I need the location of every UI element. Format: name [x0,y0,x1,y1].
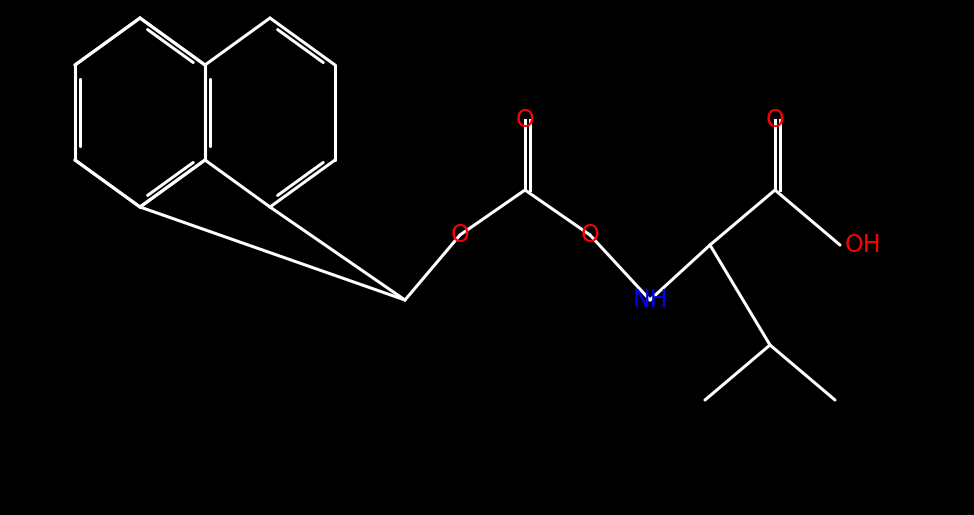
Text: NH: NH [632,288,668,312]
Text: O: O [766,108,784,132]
Text: O: O [581,223,599,247]
Text: OH: OH [845,233,881,257]
Text: O: O [451,223,469,247]
Text: O: O [515,108,535,132]
